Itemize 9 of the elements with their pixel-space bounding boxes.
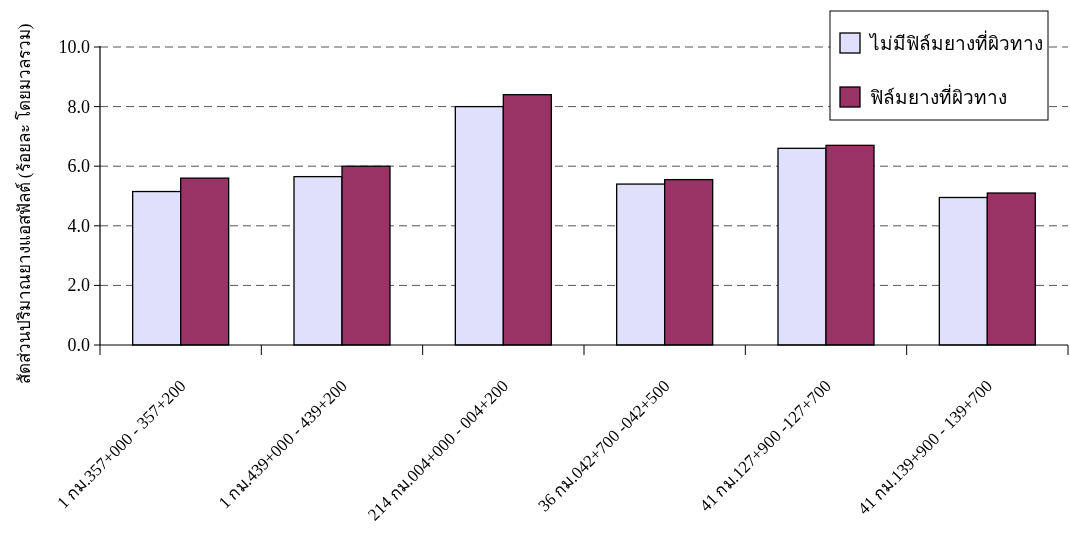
legend-label: ฟิล์มยางที่ผิวทาง (870, 84, 1007, 108)
y-tick-label: 10.0 (58, 37, 90, 57)
y-tick-label: 8.0 (67, 96, 90, 117)
y-axis-title: สัดส่วนปริมาณยางแอสฟัลต์ (ร้อยละ โดยมวลรวม) (14, 23, 34, 385)
y-tick-label: 4.0 (67, 215, 90, 236)
y-tick-label: 0.0 (67, 335, 90, 355)
y-tick-label: 2.0 (67, 275, 90, 296)
y-tick-label: 6.0 (67, 156, 90, 177)
legend-label: ไม่มีฟิล์มยางที่ผิวทาง (868, 30, 1043, 54)
